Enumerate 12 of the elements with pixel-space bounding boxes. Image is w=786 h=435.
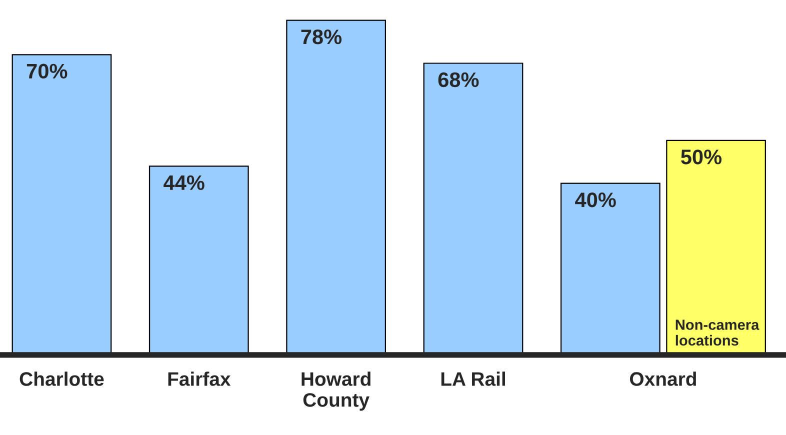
data-label: 40% xyxy=(575,192,616,208)
x-tick-label: Fairfax xyxy=(168,372,231,386)
data-label: 78% xyxy=(301,29,342,44)
x-tick-label: Oxnard xyxy=(630,372,696,386)
x-tick-label: Howard County xyxy=(302,372,370,411)
data-label: 44% xyxy=(164,175,204,190)
data-label: 50% xyxy=(681,150,722,164)
x-tick-label: LA Rail xyxy=(441,372,505,386)
data-label: 68% xyxy=(438,72,479,88)
series-label: Non-camera locations xyxy=(676,320,760,346)
data-label: 70% xyxy=(26,64,68,79)
x-tick-label: Charlotte xyxy=(20,372,104,386)
